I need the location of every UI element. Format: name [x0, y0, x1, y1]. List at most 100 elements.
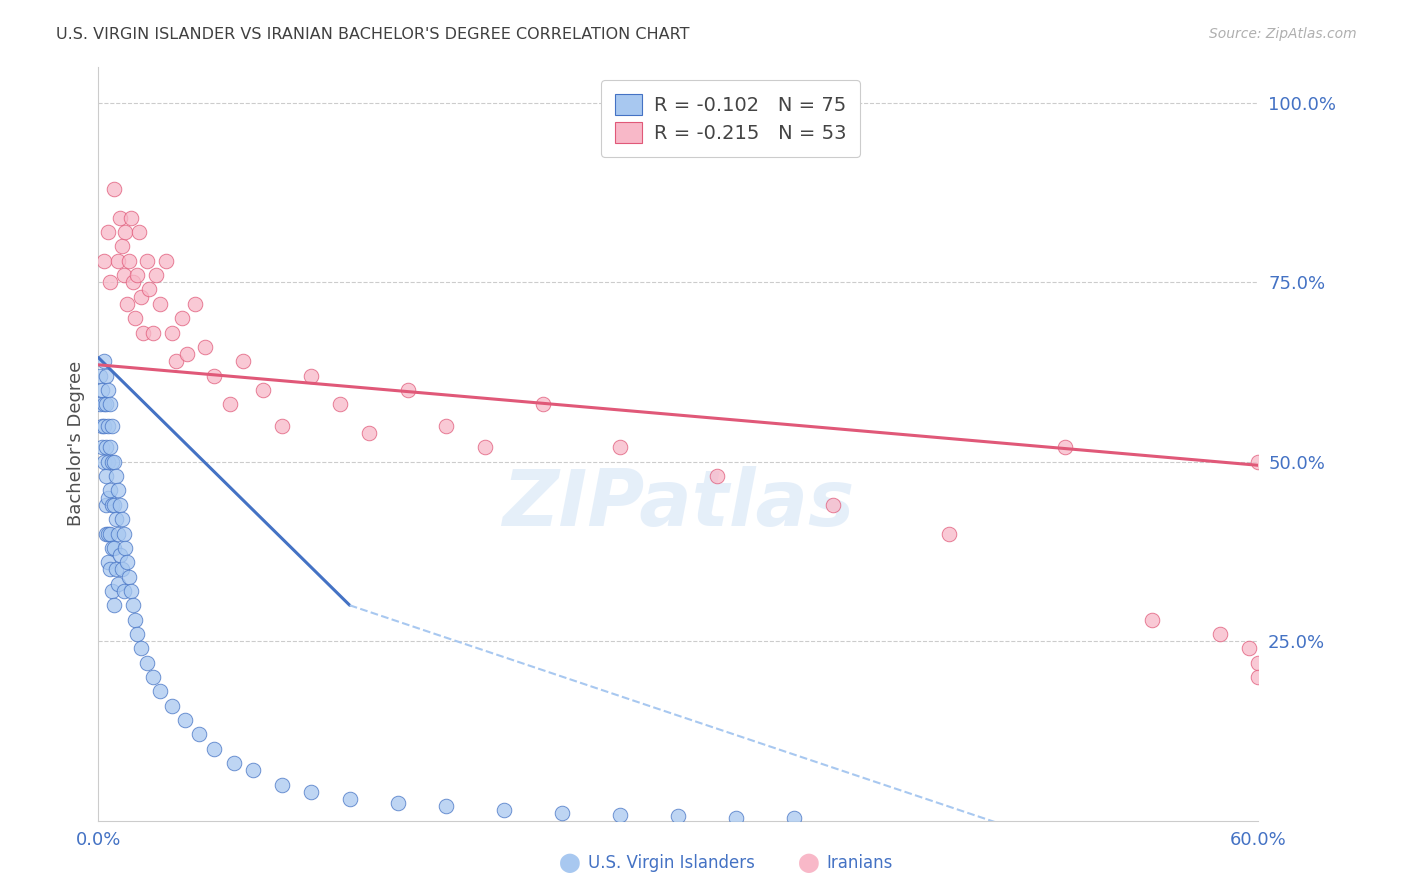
Point	[97, 526, 120, 541]
Point	[252, 383, 274, 397]
Point	[299, 785, 322, 799]
Point	[89, 368, 111, 383]
Point	[97, 555, 120, 569]
Point	[107, 483, 129, 498]
Point	[222, 756, 245, 771]
Point	[89, 397, 111, 411]
Point	[1054, 441, 1077, 455]
Point	[97, 383, 120, 397]
Point	[271, 418, 294, 433]
Point	[107, 526, 129, 541]
Point	[96, 498, 118, 512]
Point	[112, 526, 135, 541]
Legend: R = -0.102   N = 75, R = -0.215   N = 53: R = -0.102 N = 75, R = -0.215 N = 53	[602, 80, 860, 157]
Point	[98, 397, 121, 411]
Point	[118, 253, 141, 268]
Point	[117, 297, 139, 311]
Point	[1237, 641, 1260, 656]
Point	[104, 562, 127, 576]
Point	[160, 698, 183, 713]
Text: ⬤: ⬤	[558, 854, 581, 873]
Point	[821, 498, 844, 512]
Point	[117, 555, 139, 569]
Point	[104, 469, 127, 483]
Point	[184, 297, 207, 311]
Text: U.S. VIRGIN ISLANDER VS IRANIAN BACHELOR'S DEGREE CORRELATION CHART: U.S. VIRGIN ISLANDER VS IRANIAN BACHELOR…	[56, 27, 690, 42]
Point	[93, 397, 115, 411]
Point	[98, 483, 121, 498]
Point	[132, 326, 155, 340]
Point	[111, 512, 132, 526]
Point	[98, 526, 121, 541]
Point	[204, 368, 226, 383]
Point	[103, 599, 125, 613]
Point	[474, 441, 496, 455]
Point	[93, 418, 115, 433]
Point	[129, 290, 152, 304]
Point	[118, 569, 141, 583]
Point	[135, 656, 157, 670]
Point	[1209, 627, 1232, 641]
Point	[96, 397, 118, 411]
Text: ZIPatlas: ZIPatlas	[502, 466, 855, 542]
Point	[135, 253, 157, 268]
Point	[141, 670, 165, 684]
Point	[101, 541, 124, 555]
Point	[127, 627, 149, 641]
Point	[107, 253, 129, 268]
Point	[108, 211, 131, 225]
Point	[359, 425, 381, 440]
Point	[114, 541, 136, 555]
Point	[141, 326, 165, 340]
Point	[104, 512, 127, 526]
Point	[98, 441, 121, 455]
Point	[396, 383, 419, 397]
Point	[329, 397, 352, 411]
Point	[98, 275, 121, 289]
Point	[1247, 656, 1270, 670]
Point	[111, 562, 132, 576]
Point	[436, 418, 458, 433]
Point	[155, 253, 177, 268]
Point	[91, 383, 114, 397]
Point	[107, 576, 129, 591]
Y-axis label: Bachelor's Degree: Bachelor's Degree	[66, 361, 84, 526]
Point	[112, 268, 135, 282]
Point	[219, 397, 242, 411]
Point	[108, 498, 131, 512]
Point	[1247, 455, 1270, 469]
Point	[609, 808, 631, 822]
Point	[174, 713, 197, 727]
Point	[299, 368, 322, 383]
Point	[101, 455, 124, 469]
Point	[108, 548, 131, 562]
Point	[93, 354, 115, 368]
Point	[551, 806, 574, 821]
Point	[101, 583, 124, 598]
Point	[120, 583, 142, 598]
Point	[194, 340, 217, 354]
Point	[97, 225, 120, 239]
Point	[103, 498, 125, 512]
Point	[96, 526, 118, 541]
Point	[188, 727, 211, 741]
Point	[149, 297, 172, 311]
Point	[124, 311, 146, 326]
Point	[170, 311, 193, 326]
Point	[124, 613, 146, 627]
Point	[93, 253, 115, 268]
Text: Iranians: Iranians	[827, 855, 893, 872]
Point	[103, 182, 125, 196]
Point	[145, 268, 167, 282]
Point	[339, 792, 361, 806]
Point	[609, 441, 631, 455]
Point	[91, 441, 114, 455]
Point	[112, 583, 135, 598]
Point	[122, 275, 145, 289]
Point	[98, 562, 121, 576]
Point	[436, 799, 458, 814]
Point	[101, 418, 124, 433]
Point	[129, 641, 152, 656]
Point	[666, 809, 689, 823]
Point	[706, 469, 728, 483]
